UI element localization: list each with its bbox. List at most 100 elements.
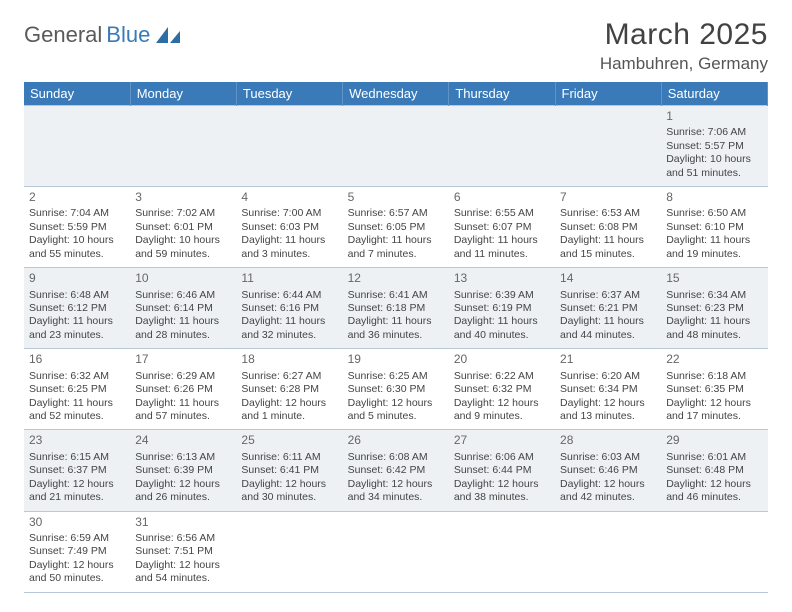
daylight-line: Daylight: 11 hours and 3 minutes. bbox=[241, 234, 337, 261]
day-number: 23 bbox=[29, 433, 125, 448]
daylight-line: Daylight: 11 hours and 52 minutes. bbox=[29, 397, 125, 424]
calendar-cell: 29Sunrise: 6:01 AMSunset: 6:48 PMDayligh… bbox=[661, 430, 767, 511]
sunrise-line: Sunrise: 6:37 AM bbox=[560, 289, 656, 302]
calendar-cell bbox=[130, 106, 236, 187]
sunset-line: Sunset: 6:35 PM bbox=[666, 383, 762, 396]
daylight-line: Daylight: 12 hours and 1 minute. bbox=[241, 397, 337, 424]
day-number: 8 bbox=[666, 190, 762, 205]
sunrise-line: Sunrise: 7:02 AM bbox=[135, 207, 231, 220]
sunset-line: Sunset: 6:19 PM bbox=[454, 302, 550, 315]
sunrise-line: Sunrise: 6:50 AM bbox=[666, 207, 762, 220]
sunset-line: Sunset: 6:21 PM bbox=[560, 302, 656, 315]
calendar-table: SundayMondayTuesdayWednesdayThursdayFrid… bbox=[24, 82, 768, 593]
daylight-line: Daylight: 11 hours and 40 minutes. bbox=[454, 315, 550, 342]
sunrise-line: Sunrise: 6:34 AM bbox=[666, 289, 762, 302]
sunset-line: Sunset: 6:01 PM bbox=[135, 221, 231, 234]
sunset-line: Sunset: 5:57 PM bbox=[666, 140, 762, 153]
sunrise-line: Sunrise: 6:15 AM bbox=[29, 451, 125, 464]
daylight-line: Daylight: 12 hours and 17 minutes. bbox=[666, 397, 762, 424]
calendar-cell bbox=[24, 106, 130, 187]
calendar-cell: 30Sunrise: 6:59 AMSunset: 7:49 PMDayligh… bbox=[24, 511, 130, 592]
month-title: March 2025 bbox=[600, 18, 768, 52]
calendar-cell bbox=[449, 511, 555, 592]
sunrise-line: Sunrise: 6:39 AM bbox=[454, 289, 550, 302]
calendar-cell: 23 Sunrise: 6:15 AMSunset: 6:37 PMDayligh… bbox=[24, 430, 130, 511]
daylight-line: Daylight: 11 hours and 44 minutes. bbox=[560, 315, 656, 342]
daylight-line: Daylight: 11 hours and 32 minutes. bbox=[241, 315, 337, 342]
calendar-cell: 13Sunrise: 6:39 AMSunset: 6:19 PMDayligh… bbox=[449, 268, 555, 349]
day-number: 27 bbox=[454, 433, 550, 448]
daylight-line: Daylight: 12 hours and 42 minutes. bbox=[560, 478, 656, 505]
calendar-cell: 21Sunrise: 6:20 AMSunset: 6:34 PMDayligh… bbox=[555, 349, 661, 430]
calendar-body: 1Sunrise: 7:06 AMSunset: 5:57 PMDaylight… bbox=[24, 106, 768, 593]
day-header: Tuesday bbox=[236, 82, 342, 106]
daylight-line: Daylight: 12 hours and 30 minutes. bbox=[241, 478, 337, 505]
sunset-line: Sunset: 6:41 PM bbox=[241, 464, 337, 477]
day-number: 20 bbox=[454, 352, 550, 367]
calendar-cell: 6Sunrise: 6:55 AMSunset: 6:07 PMDaylight… bbox=[449, 187, 555, 268]
day-number: 7 bbox=[560, 190, 656, 205]
calendar-cell: 18Sunrise: 6:27 AMSunset: 6:28 PMDayligh… bbox=[236, 349, 342, 430]
sunrise-line: Sunrise: 6:44 AM bbox=[241, 289, 337, 302]
sunrise-line: Sunrise: 6:13 AM bbox=[135, 451, 231, 464]
sunrise-line: Sunrise: 6:53 AM bbox=[560, 207, 656, 220]
sunrise-line: Sunrise: 6:03 AM bbox=[560, 451, 656, 464]
sunset-line: Sunset: 6:42 PM bbox=[348, 464, 444, 477]
sunset-line: Sunset: 6:03 PM bbox=[241, 221, 337, 234]
sunrise-line: Sunrise: 6:41 AM bbox=[348, 289, 444, 302]
day-number: 2 bbox=[29, 190, 125, 205]
calendar-week: 9Sunrise: 6:48 AMSunset: 6:12 PMDaylight… bbox=[24, 268, 768, 349]
calendar-cell: 26Sunrise: 6:08 AMSunset: 6:42 PMDayligh… bbox=[343, 430, 449, 511]
calendar-cell bbox=[661, 511, 767, 592]
location: Hambuhren, Germany bbox=[600, 54, 768, 74]
day-number: 3 bbox=[135, 190, 231, 205]
day-number: 12 bbox=[348, 271, 444, 286]
calendar-week: 1Sunrise: 7:06 AMSunset: 5:57 PMDaylight… bbox=[24, 106, 768, 187]
daylight-line: Daylight: 12 hours and 54 minutes. bbox=[135, 559, 231, 586]
daylight-line: Daylight: 10 hours and 55 minutes. bbox=[29, 234, 125, 261]
calendar-cell: 27Sunrise: 6:06 AMSunset: 6:44 PMDayligh… bbox=[449, 430, 555, 511]
calendar-week: 30Sunrise: 6:59 AMSunset: 7:49 PMDayligh… bbox=[24, 511, 768, 592]
calendar-cell bbox=[449, 106, 555, 187]
calendar-cell: 15Sunrise: 6:34 AMSunset: 6:23 PMDayligh… bbox=[661, 268, 767, 349]
calendar-cell: 1Sunrise: 7:06 AMSunset: 5:57 PMDaylight… bbox=[661, 106, 767, 187]
sunrise-line: Sunrise: 6:01 AM bbox=[666, 451, 762, 464]
calendar-cell: 9Sunrise: 6:48 AMSunset: 6:12 PMDaylight… bbox=[24, 268, 130, 349]
day-header: Monday bbox=[130, 82, 236, 106]
sunrise-line: Sunrise: 6:46 AM bbox=[135, 289, 231, 302]
sunset-line: Sunset: 6:08 PM bbox=[560, 221, 656, 234]
calendar-cell bbox=[555, 511, 661, 592]
calendar-cell: 11Sunrise: 6:44 AMSunset: 6:16 PMDayligh… bbox=[236, 268, 342, 349]
calendar-cell: 24Sunrise: 6:13 AMSunset: 6:39 PMDayligh… bbox=[130, 430, 236, 511]
daylight-line: Daylight: 11 hours and 57 minutes. bbox=[135, 397, 231, 424]
sunset-line: Sunset: 6:14 PM bbox=[135, 302, 231, 315]
daylight-line: Daylight: 12 hours and 5 minutes. bbox=[348, 397, 444, 424]
daylight-line: Daylight: 11 hours and 19 minutes. bbox=[666, 234, 762, 261]
title-block: March 2025 Hambuhren, Germany bbox=[600, 18, 768, 74]
sunrise-line: Sunrise: 6:48 AM bbox=[29, 289, 125, 302]
sunrise-line: Sunrise: 6:27 AM bbox=[241, 370, 337, 383]
sunset-line: Sunset: 6:37 PM bbox=[29, 464, 125, 477]
daylight-line: Daylight: 11 hours and 11 minutes. bbox=[454, 234, 550, 261]
daylight-line: Daylight: 12 hours and 34 minutes. bbox=[348, 478, 444, 505]
day-header: Saturday bbox=[661, 82, 767, 106]
daylight-line: Daylight: 12 hours and 13 minutes. bbox=[560, 397, 656, 424]
day-header: Friday bbox=[555, 82, 661, 106]
daylight-line: Daylight: 12 hours and 21 minutes. bbox=[29, 478, 125, 505]
calendar-cell: 25Sunrise: 6:11 AMSunset: 6:41 PMDayligh… bbox=[236, 430, 342, 511]
sunset-line: Sunset: 6:26 PM bbox=[135, 383, 231, 396]
day-number: 5 bbox=[348, 190, 444, 205]
calendar-cell: 10Sunrise: 6:46 AMSunset: 6:14 PMDayligh… bbox=[130, 268, 236, 349]
calendar-cell bbox=[236, 106, 342, 187]
day-number: 6 bbox=[454, 190, 550, 205]
daylight-line: Daylight: 12 hours and 9 minutes. bbox=[454, 397, 550, 424]
sunset-line: Sunset: 6:07 PM bbox=[454, 221, 550, 234]
sunset-line: Sunset: 6:44 PM bbox=[454, 464, 550, 477]
sunset-line: Sunset: 6:32 PM bbox=[454, 383, 550, 396]
day-number: 29 bbox=[666, 433, 762, 448]
calendar-cell: 5Sunrise: 6:57 AMSunset: 6:05 PMDaylight… bbox=[343, 187, 449, 268]
sunset-line: Sunset: 6:39 PM bbox=[135, 464, 231, 477]
sunrise-line: Sunrise: 7:00 AM bbox=[241, 207, 337, 220]
daylight-line: Daylight: 11 hours and 7 minutes. bbox=[348, 234, 444, 261]
day-number: 10 bbox=[135, 271, 231, 286]
